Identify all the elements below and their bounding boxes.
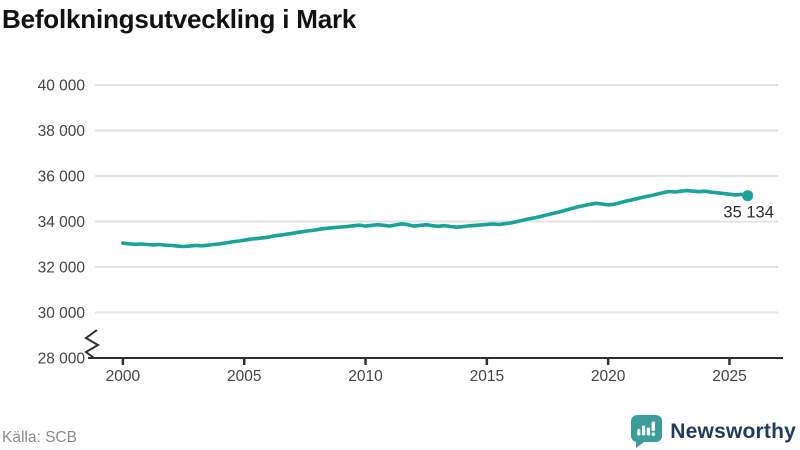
x-axis-tick-label: 2010 [348,368,383,385]
y-axis-tick-label: 38 000 [38,123,86,140]
y-axis-tick-label: 36 000 [38,169,86,186]
y-axis-tick-label: 30 000 [38,305,86,322]
y-axis-tick-label: 28 000 [38,351,86,368]
population-series-line [121,188,750,249]
source-note: Källa: SCB [2,429,77,446]
newsworthy-wordmark: Newsworthy [670,419,796,443]
newsworthy-logo-icon [631,415,663,448]
newsworthy-brand: Newsworthy [631,415,796,448]
y-axis-tick-label: 32 000 [38,260,86,277]
end-point-marker [742,190,754,202]
x-axis-tick-label: 2020 [591,368,626,385]
x-axis-tick-label: 2025 [712,368,746,385]
chart-title: Befolkningsutveckling i Mark [2,4,357,34]
x-axis-tick-label: 2000 [106,368,141,385]
x-axis-tick-label: 2005 [227,368,261,385]
y-axis-tick-label: 34 000 [38,214,86,231]
x-axis-tick-label: 2015 [470,368,504,385]
y-axis-break-icon [84,329,100,359]
y-axis-tick-label: 40 000 [38,78,86,95]
end-point-value-label: 35 134 [723,204,773,222]
